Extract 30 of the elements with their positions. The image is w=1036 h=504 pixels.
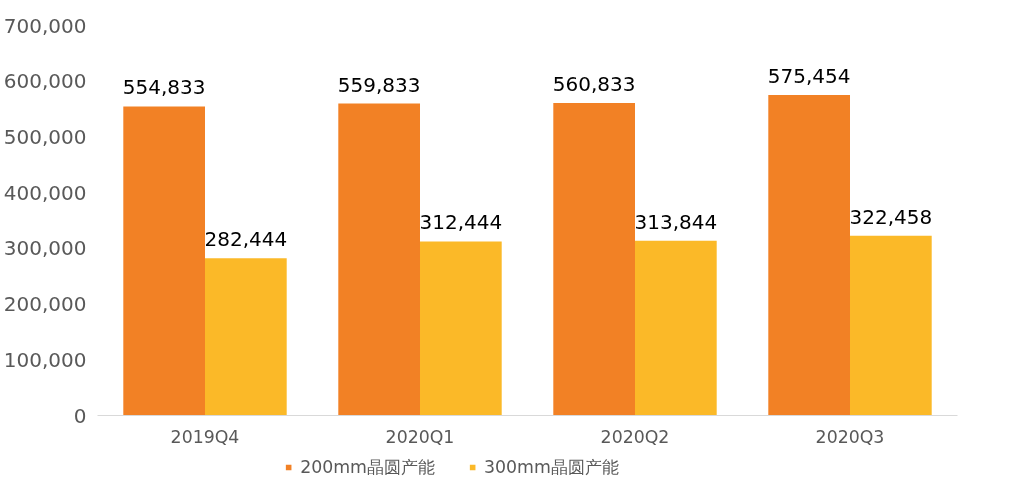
y-tick-label: 400,000 xyxy=(3,180,87,205)
data-label: 559,833 xyxy=(337,72,421,97)
data-label: 322,458 xyxy=(849,204,933,229)
bar xyxy=(338,103,420,416)
y-tick-label: 500,000 xyxy=(3,124,87,149)
data-label: 554,833 xyxy=(122,75,206,100)
data-label: 312,444 xyxy=(419,210,503,235)
bar xyxy=(635,240,717,416)
y-tick-label: 0 xyxy=(73,403,87,428)
y-tick-label: 300,000 xyxy=(3,236,87,261)
legend-label: 300mm晶圆产能 xyxy=(483,456,619,479)
y-tick-label: 700,000 xyxy=(3,13,87,38)
bar xyxy=(420,241,502,416)
bar xyxy=(205,258,287,416)
bar xyxy=(768,94,850,416)
y-tick-label: 600,000 xyxy=(3,69,87,94)
y-tick-label: 200,000 xyxy=(3,292,87,317)
x-tick-label: 2020Q3 xyxy=(815,426,885,447)
x-tick-label: 2020Q2 xyxy=(600,426,670,447)
bar xyxy=(850,235,932,416)
data-label: 575,454 xyxy=(767,63,851,88)
bar xyxy=(123,106,205,416)
y-tick-label: 100,000 xyxy=(3,347,87,372)
data-label: 282,444 xyxy=(204,227,288,252)
data-label: 313,844 xyxy=(634,209,718,234)
bar xyxy=(553,103,635,416)
x-tick-label: 2019Q4 xyxy=(170,426,240,447)
x-tick-label: 2020Q1 xyxy=(385,426,455,447)
legend-label: 200mm晶圆产能 xyxy=(300,456,435,479)
data-label: 560,833 xyxy=(552,72,636,97)
